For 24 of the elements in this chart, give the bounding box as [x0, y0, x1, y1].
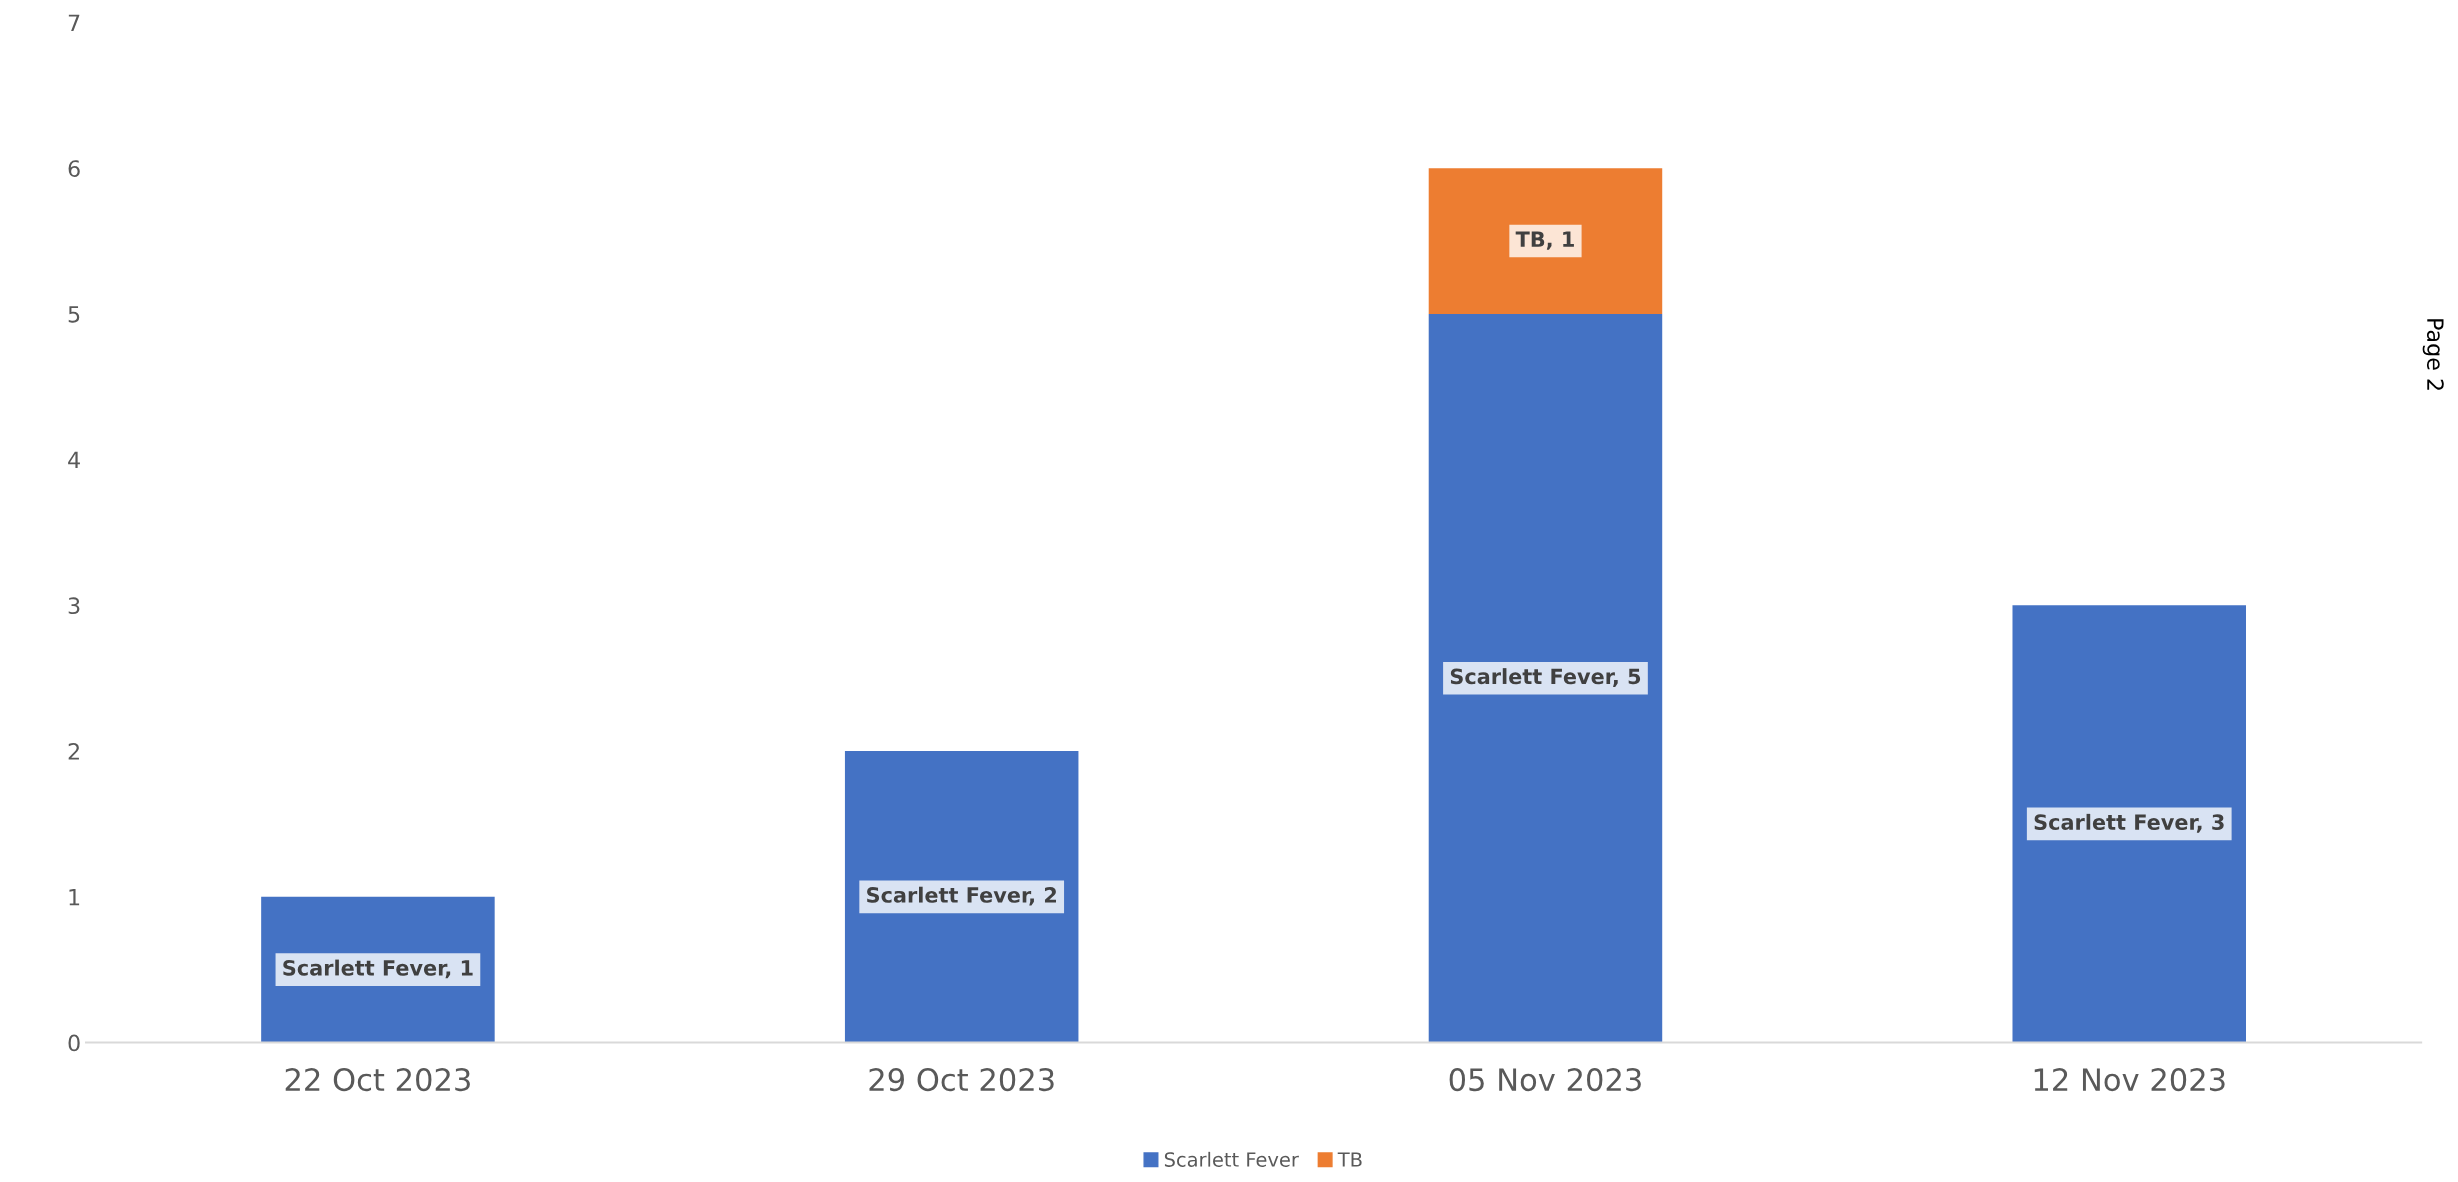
- x-tick-label: 22 Oct 2023: [285, 1068, 470, 1092]
- bar: [2012, 605, 2246, 1043]
- data-label: Scarlett Fever, 3: [2034, 813, 2224, 833]
- legend-label: Scarlett Fever: [1164, 1151, 1299, 1167]
- y-tick-label: 6: [68, 160, 80, 177]
- bar: [844, 751, 1079, 1043]
- data-label: Scarlett Fever, 2: [867, 886, 1056, 906]
- text: Page 2: [2422, 319, 2444, 390]
- bar: [1428, 313, 1663, 1043]
- bar: [1428, 168, 1663, 314]
- legend-label: TB: [1337, 1152, 1362, 1167]
- y-tick-label: 2: [68, 743, 79, 760]
- y-tick-label: 0: [68, 1034, 80, 1052]
- x-tick-label: 29 Oct 2023: [869, 1068, 1054, 1092]
- data-label: Scarlett Fever, 1: [283, 959, 473, 979]
- x-tick-label: 05 Nov 2023: [1449, 1068, 1641, 1092]
- y-tick-label: 3: [68, 597, 80, 615]
- y-tick-label: 5: [68, 306, 80, 323]
- data-label: TB, 1: [1515, 231, 1574, 250]
- data-label: Scarlett Fever, 5: [1450, 668, 1641, 687]
- y-tick-label: 1: [69, 889, 80, 906]
- x-tick-label: 12 Nov 2023: [2034, 1068, 2225, 1092]
- y-tick-label: 7: [68, 14, 80, 31]
- y-tick-label: 4: [68, 451, 80, 469]
